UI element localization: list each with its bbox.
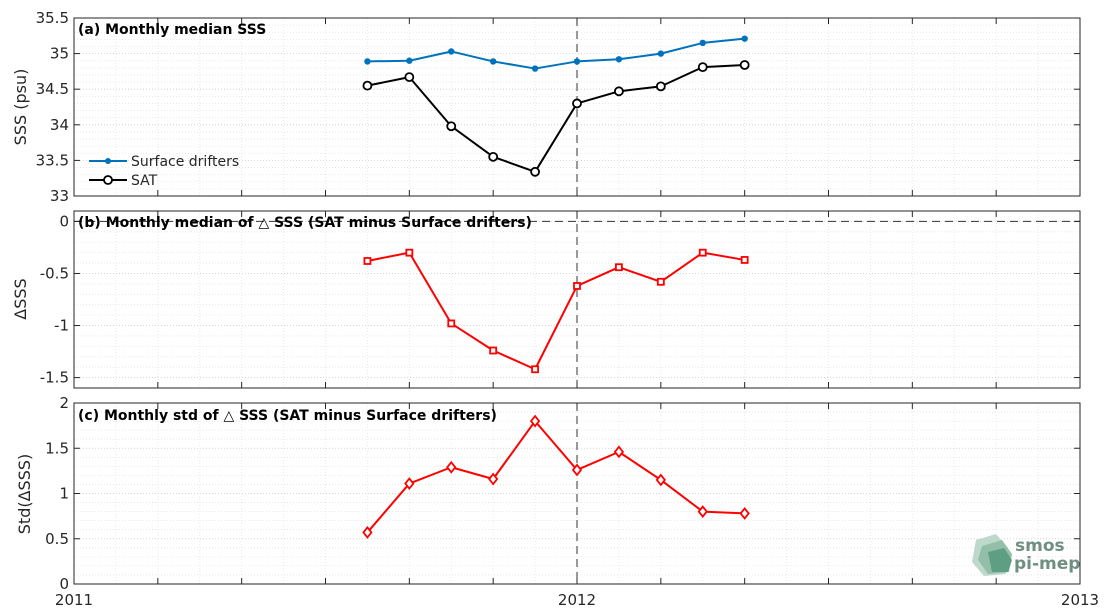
y-tick-label: 35	[50, 45, 69, 63]
panel-b-data	[363, 248, 749, 374]
y-tick-label: 34.5	[36, 80, 69, 98]
data-point	[739, 60, 750, 70]
data-point	[739, 506, 750, 520]
data-point	[740, 256, 749, 264]
logo-mark-front	[988, 548, 1012, 572]
data-point	[571, 463, 583, 477]
data-point	[362, 80, 373, 91]
panel-c-title: (c) Monthly std of △ SSS (SAT minus Surf…	[78, 408, 497, 424]
data-point	[489, 58, 497, 65]
x-tick-label-2013: 2013	[1061, 591, 1099, 609]
series-line-0-0	[367, 37, 745, 70]
panel-a-monthly-median-sss: 33 33.5 34 34.5 35 35.5 (a) Monthly median SS…	[11, 9, 1081, 205]
data-point	[531, 365, 539, 374]
series-line-1-0	[367, 251, 745, 371]
data-point	[448, 48, 455, 55]
panel-a-legend: Surface drifters SAT	[89, 154, 239, 189]
panel-c-grid	[73, 402, 1081, 585]
data-point	[615, 263, 623, 272]
data-point	[613, 445, 625, 459]
logo-text-pi-mep: pi-mep	[1014, 554, 1080, 574]
y-tick-label: 0.5	[45, 530, 69, 548]
data-point	[446, 121, 457, 132]
data-point	[698, 248, 707, 257]
panel-b-grid	[73, 210, 1081, 389]
y-tick-label: 33	[50, 187, 69, 205]
y-tick-label: 1.5	[45, 439, 69, 457]
data-point	[362, 525, 373, 539]
data-point	[489, 346, 498, 355]
smos-pi-mep-logo: smos pi-mep	[972, 534, 1080, 576]
y-tick-label: 0	[59, 212, 69, 230]
data-point	[404, 477, 415, 490]
panel-b-median-delta-sss: -1.5 -1 -0.5 0 (b) Monthly median of △ SSS …	[11, 210, 1081, 389]
y-tick-label: -0.5	[40, 264, 69, 282]
panel-c-std-delta-sss: 0 0.5 1 1.5 2 (c) Monthly std of △ SSS (SAT …	[15, 394, 1081, 593]
data-point	[741, 35, 748, 42]
legend-sat-marker	[103, 175, 113, 185]
x-tick-label-2011: 2011	[55, 591, 93, 609]
legend-surface-drifters-label: Surface drifters	[131, 154, 239, 170]
data-point	[697, 62, 708, 73]
series-line-2-0	[366, 420, 745, 534]
panel-c-axes: 0 0.5 1 1.5 2	[45, 394, 1081, 593]
x-axis-tick-labels: 2011 2012 2013	[55, 591, 1099, 609]
data-point	[655, 81, 666, 92]
y-tick-label: 1	[59, 485, 69, 503]
data-point	[697, 505, 708, 519]
y-tick-label: 0	[59, 575, 69, 593]
logo-text-smos: smos	[1015, 536, 1065, 556]
y-tick-label: -1	[54, 317, 69, 335]
data-point	[529, 414, 541, 428]
data-point	[655, 473, 666, 487]
data-point	[446, 460, 457, 474]
y-tick-label: 34	[50, 116, 69, 134]
data-point	[657, 50, 665, 57]
y-tick-label: 33.5	[36, 151, 69, 169]
data-point	[530, 166, 540, 177]
data-point	[447, 319, 456, 328]
data-point	[488, 472, 499, 486]
data-point	[406, 57, 413, 64]
panel-c-ylabel: Std(ΔSSS)	[15, 454, 34, 534]
series-line-0-1	[367, 63, 745, 173]
data-point	[614, 86, 624, 97]
y-tick-label: -1.5	[40, 369, 69, 387]
data-point	[488, 151, 499, 162]
data-point	[656, 277, 665, 286]
panel-a-ylabel: SSS (psu)	[11, 69, 30, 146]
legend-sat-label: SAT	[131, 173, 158, 189]
data-point	[364, 58, 371, 65]
panel-a-title: (a) Monthly median SSS	[78, 22, 266, 38]
x-tick-label-2012: 2012	[558, 591, 596, 609]
data-point	[615, 56, 623, 63]
data-point	[699, 39, 706, 47]
panel-a-data	[362, 35, 750, 177]
panel-b-axes: -1.5 -1 -0.5 0	[40, 210, 1081, 389]
data-point	[572, 98, 582, 109]
data-point	[531, 65, 539, 72]
y-tick-label: 35.5	[36, 9, 69, 27]
y-tick-label: 2	[59, 394, 69, 412]
panel-a-axes: 33 33.5 34 34.5 35 35.5	[36, 9, 1081, 205]
legend-surface-drifters-marker	[105, 158, 111, 164]
data-point	[404, 72, 415, 82]
panel-b-title: (b) Monthly median of △ SSS (SAT minus S…	[78, 215, 532, 231]
panel-b-ylabel: ΔSSS	[11, 278, 30, 319]
data-point	[363, 257, 372, 265]
panel-c-data	[362, 414, 750, 539]
data-point	[573, 58, 581, 65]
data-point	[405, 248, 414, 257]
data-point	[573, 282, 581, 290]
